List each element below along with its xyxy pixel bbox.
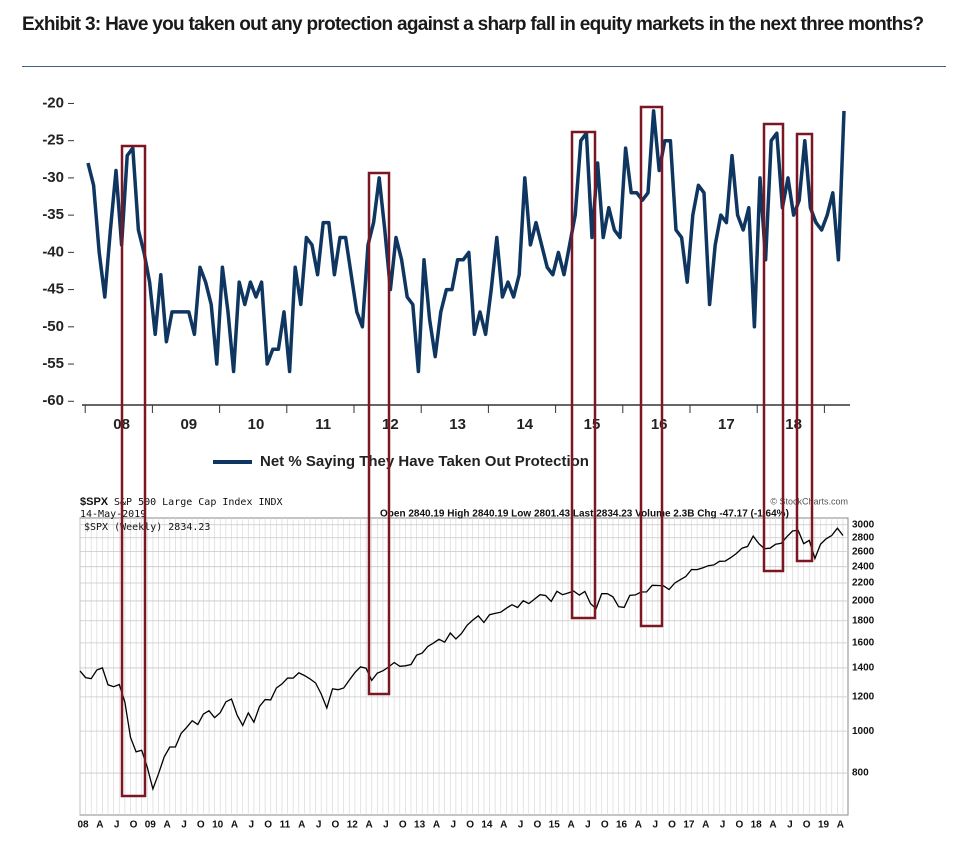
y-tick-label: -45 [42,281,64,298]
x-tick-label: J [383,820,389,831]
y-tick-label: -30 [42,169,64,186]
x-tick-label: 15 [549,820,561,831]
x-tick-label: O [803,820,811,831]
highlight-box [570,130,597,620]
y-tick-label: 1200 [852,692,875,703]
x-tick-label: 10 [248,416,265,433]
x-tick-label: A [837,820,844,831]
y-tick-label: 800 [852,768,869,779]
y-tick-label: -40 [42,243,64,260]
x-tick-label: J [585,820,591,831]
x-tick-label: J [518,820,524,831]
highlights [120,105,814,798]
symbol-name: S&P 500 Large Cap Index INDX [114,497,283,508]
highlight-box [120,144,147,798]
quote-date: 14-May-2019 [80,509,146,520]
y-tick-label: -35 [42,206,64,223]
x-tick-label: J [787,820,793,831]
chart-title: Exhibit 3: Have you taken out any protec… [22,14,924,35]
x-tick-label: O [601,820,609,831]
x-tick-label: A [365,820,372,831]
x-tick-label: 16 [616,820,628,831]
y-tick-label: -20 [42,94,64,111]
symbol: $SPX [80,496,109,508]
x-tick-label: 09 [145,820,157,831]
x-tick-label: 18 [785,416,802,433]
quote-line: Open 2840.19 High 2840.19 Low 2801.43 La… [380,509,789,520]
x-tick-label: O [399,820,407,831]
x-tick-label: A [635,820,642,831]
y-tick-label: 3000 [852,519,875,530]
x-tick-label: 13 [414,820,426,831]
x-tick-label: A [231,820,238,831]
x-tick-label: 13 [449,416,466,433]
x-tick-label: 12 [347,820,359,831]
y-tick-label: 1000 [852,726,875,737]
x-tick-label: 17 [683,820,695,831]
y-tick-label: -60 [42,392,64,409]
x-tick-label: 17 [718,416,735,433]
y-tick-label: 2800 [852,532,875,543]
x-tick-label: O [534,820,542,831]
x-tick-label: J [114,820,120,831]
x-tick-label: O [735,820,743,831]
x-tick-label: J [249,820,255,831]
x-tick-label: 11 [315,416,331,433]
x-tick-label: 12 [382,416,399,433]
price-line [79,527,844,792]
y-tick-label: 1800 [852,615,875,626]
highlight-box [639,105,664,628]
x-tick-label: J [316,820,322,831]
x-tick-label: J [450,820,456,831]
x-tick-label: A [298,820,305,831]
highlight-box [795,132,814,563]
y-tick-label: 1600 [852,638,875,649]
x-tick-label: 09 [180,416,197,433]
credit: © StockCharts.com [770,496,848,506]
x-tick-label: 10 [212,820,224,831]
x-tick-label: 18 [751,820,763,831]
y-tick-label: -55 [42,355,64,372]
highlight-box [367,171,391,696]
legend-label: $SPX (Weekly) 2834.23 [84,522,210,533]
data-line [86,109,846,374]
y-tick-label: 2400 [852,561,875,572]
x-tick-label: 11 [280,820,291,831]
x-tick-label: O [197,820,205,831]
x-tick-label: 14 [481,820,493,831]
y-tick-label: 1400 [852,663,875,674]
x-tick-label: A [500,820,507,831]
x-tick-label: 19 [818,820,830,831]
price-frame [79,517,849,816]
x-tick-label: J [720,820,726,831]
y-tick-label: -25 [42,132,64,149]
x-tick-label: A [164,820,171,831]
legend-label: Net % Saying They Have Taken Out Protect… [260,453,589,470]
x-tick-label: A [769,820,776,831]
highlight-box [762,122,785,573]
x-tick-label: A [96,820,103,831]
x-tick-label: A [567,820,574,831]
x-tick-label: 14 [516,416,533,433]
y-tick-label: 2200 [852,578,875,589]
x-tick-label: O [332,820,340,831]
x-tick-label: O [668,820,676,831]
y-tick-label: -50 [42,318,64,335]
x-tick-label: A [433,820,440,831]
chart-content: -20 -25 -30 -35 -40 -45 -50 -55 -60 08 09 10 11 12 13 1… [42,94,874,830]
x-tick-label: 08 [77,820,89,831]
y-tick-label: 2600 [852,546,875,557]
x-tick-label: O [130,820,138,831]
x-tick-label: O [264,820,272,831]
x-tick-label: J [652,820,658,831]
x-tick-label: J [181,820,187,831]
title-rule [22,66,946,67]
x-tick-label: 16 [651,416,668,433]
x-tick-label: O [466,820,474,831]
x-tick-label: A [702,820,709,831]
x-tick-label: 15 [584,416,601,433]
y-tick-label: 2000 [852,596,875,607]
